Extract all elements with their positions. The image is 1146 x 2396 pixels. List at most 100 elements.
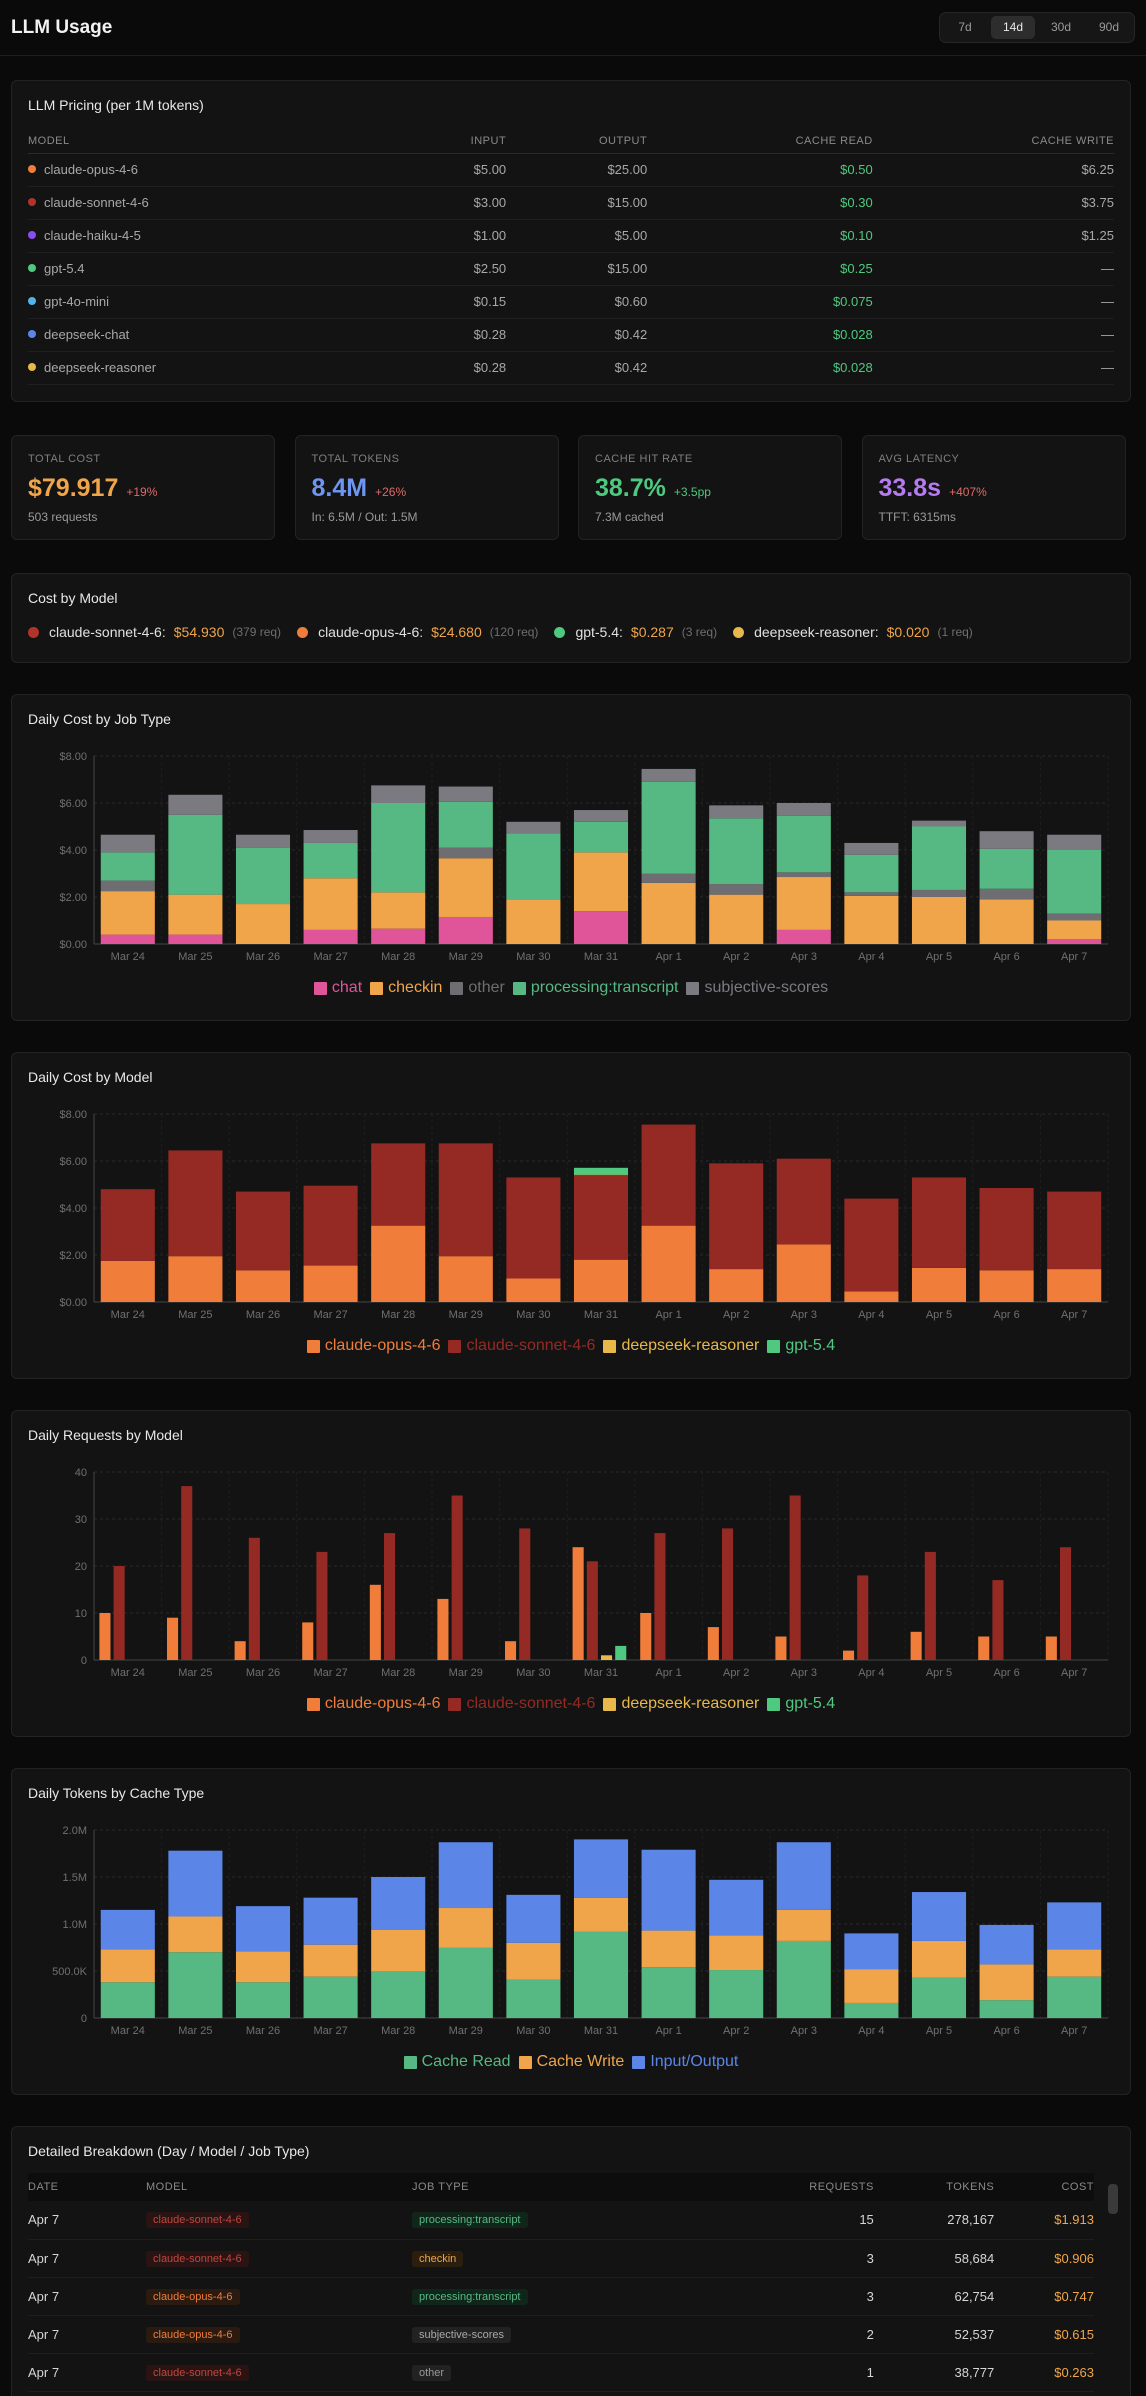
bar-cache-write[interactable] — [100, 1949, 155, 1983]
bar-subjective-scores[interactable] — [371, 785, 426, 803]
bar-input-output[interactable] — [709, 1879, 764, 1936]
bar-claude-sonnet-4-6[interactable] — [722, 1528, 734, 1660]
bar-cache-read[interactable] — [168, 1952, 223, 2018]
bar-chat[interactable] — [100, 934, 155, 944]
bar-claude-sonnet-4-6[interactable] — [100, 1189, 155, 1261]
bar-processing-transcript[interactable] — [100, 852, 155, 881]
bar-claude-opus-4-6[interactable] — [1045, 1636, 1057, 1661]
bar-claude-sonnet-4-6[interactable] — [235, 1191, 291, 1271]
bar-claude-sonnet-4-6[interactable] — [979, 1188, 1034, 1271]
bar-checkin[interactable] — [1047, 920, 1102, 940]
bar-cache-read[interactable] — [506, 1979, 561, 2018]
bar-processing-transcript[interactable] — [776, 815, 831, 873]
bar-other[interactable] — [1047, 913, 1102, 921]
bar-cache-write[interactable] — [911, 1940, 967, 1978]
legend-item[interactable]: claude-opus-4-6 — [306, 1337, 440, 1355]
bar-gpt-5-4[interactable] — [615, 1645, 627, 1660]
bar-claude-sonnet-4-6[interactable] — [776, 1158, 831, 1245]
table-row[interactable]: Apr 7 claude-opus-4-6 subjective-scores 2 52… — [28, 2315, 1094, 2354]
bar-subjective-scores[interactable] — [235, 834, 291, 848]
bar-cache-read[interactable] — [641, 1967, 696, 2018]
bar-claude-opus-4-6[interactable] — [168, 1256, 223, 1302]
bar-processing-transcript[interactable] — [979, 848, 1034, 889]
bar-checkin[interactable] — [168, 894, 223, 935]
bar-chat[interactable] — [776, 929, 831, 944]
bar-subjective-scores[interactable] — [506, 821, 561, 834]
bar-claude-sonnet-4-6[interactable] — [506, 1177, 561, 1279]
bar-input-output[interactable] — [168, 1850, 223, 1917]
bar-claude-sonnet-4-6[interactable] — [384, 1533, 396, 1660]
bar-cache-write[interactable] — [235, 1951, 291, 1983]
bar-claude-sonnet-4-6[interactable] — [924, 1551, 936, 1660]
legend-item[interactable]: subjective-scores — [686, 979, 828, 997]
bar-claude-opus-4-6[interactable] — [303, 1265, 358, 1302]
table-row[interactable]: Apr 7 claude-sonnet-4-6 checkin 3 58,684 $0.9… — [28, 2239, 1094, 2278]
bar-processing-transcript[interactable] — [303, 842, 358, 879]
bar-checkin[interactable] — [776, 877, 831, 930]
legend-item[interactable]: checkin — [370, 979, 442, 997]
bar-claude-opus-4-6[interactable] — [100, 1260, 155, 1302]
bar-other[interactable] — [709, 884, 764, 895]
bar-input-output[interactable] — [100, 1909, 155, 1950]
bar-processing-transcript[interactable] — [438, 801, 493, 848]
bar-input-output[interactable] — [911, 1892, 967, 1941]
bar-cache-write[interactable] — [776, 1909, 831, 1941]
bar-processing-transcript[interactable] — [844, 854, 899, 893]
legend-item[interactable]: gpt-5.4 — [767, 1337, 835, 1355]
bar-claude-sonnet-4-6[interactable] — [519, 1528, 531, 1660]
bar-cache-write[interactable] — [303, 1944, 358, 1977]
bar-processing-transcript[interactable] — [1047, 850, 1102, 914]
table-row[interactable]: Apr 7 claude-sonnet-4-6 processing:transcr… — [28, 2201, 1094, 2240]
bar-checkin[interactable] — [709, 894, 764, 944]
bar-claude-opus-4-6[interactable] — [911, 1267, 967, 1302]
bar-checkin[interactable] — [979, 899, 1034, 944]
bar-processing-transcript[interactable] — [641, 781, 696, 874]
table-row[interactable]: Apr 7 claude-opus-4-6 processing:transcrip… — [28, 2277, 1094, 2316]
bar-claude-sonnet-4-6[interactable] — [316, 1551, 328, 1660]
bar-other[interactable] — [911, 889, 967, 897]
bar-claude-opus-4-6[interactable] — [641, 1225, 696, 1302]
bar-subjective-scores[interactable] — [168, 794, 223, 815]
bar-deepseek-reasoner[interactable] — [601, 1655, 613, 1660]
bar-claude-opus-4-6[interactable] — [844, 1291, 899, 1302]
bar-input-output[interactable] — [641, 1849, 696, 1931]
bar-cache-write[interactable] — [438, 1908, 493, 1948]
bar-claude-sonnet-4-6[interactable] — [303, 1185, 358, 1266]
bar-processing-transcript[interactable] — [573, 821, 629, 853]
bar-claude-sonnet-4-6[interactable] — [1047, 1191, 1102, 1270]
legend-item[interactable]: chat — [313, 979, 362, 997]
legend-item[interactable]: claude-sonnet-4-6 — [448, 1337, 595, 1355]
bar-subjective-scores[interactable] — [911, 820, 967, 827]
range-option-30d[interactable]: 30d — [1050, 20, 1072, 34]
bar-input-output[interactable] — [979, 1924, 1034, 1965]
bar-input-output[interactable] — [371, 1877, 426, 1930]
bar-cache-read[interactable] — [979, 2000, 1034, 2018]
bar-claude-opus-4-6[interactable] — [910, 1631, 922, 1660]
bar-processing-transcript[interactable] — [709, 818, 764, 885]
bar-input-output[interactable] — [438, 1842, 493, 1909]
bar-subjective-scores[interactable] — [641, 768, 696, 782]
bar-claude-opus-4-6[interactable] — [572, 1547, 584, 1660]
bar-claude-sonnet-4-6[interactable] — [371, 1143, 426, 1226]
bar-claude-opus-4-6[interactable] — [369, 1584, 381, 1660]
bar-claude-opus-4-6[interactable] — [776, 1244, 831, 1302]
bar-chat[interactable] — [1047, 939, 1102, 944]
bar-chat[interactable] — [573, 911, 629, 944]
bar-gpt-5-4[interactable] — [573, 1167, 629, 1175]
bar-cache-write[interactable] — [1047, 1949, 1102, 1977]
legend-item[interactable]: claude-opus-4-6 — [306, 1695, 440, 1713]
table-row[interactable]: Apr 7 claude-sonnet-4-6 other 1 38,777 $0.263 — [28, 2353, 1094, 2392]
bar-claude-sonnet-4-6[interactable] — [168, 1150, 223, 1257]
bar-other[interactable] — [844, 892, 899, 896]
bar-chat[interactable] — [371, 928, 426, 944]
bar-other[interactable] — [979, 888, 1034, 900]
bar-chat[interactable] — [438, 916, 493, 944]
bar-checkin[interactable] — [371, 892, 426, 929]
bar-subjective-scores[interactable] — [100, 834, 155, 853]
bar-claude-opus-4-6[interactable] — [438, 1256, 493, 1302]
bar-claude-opus-4-6[interactable] — [775, 1636, 787, 1661]
bar-processing-transcript[interactable] — [911, 826, 967, 890]
bar-subjective-scores[interactable] — [979, 831, 1034, 849]
bar-cache-read[interactable] — [709, 1970, 764, 2018]
bar-claude-sonnet-4-6[interactable] — [641, 1124, 696, 1226]
